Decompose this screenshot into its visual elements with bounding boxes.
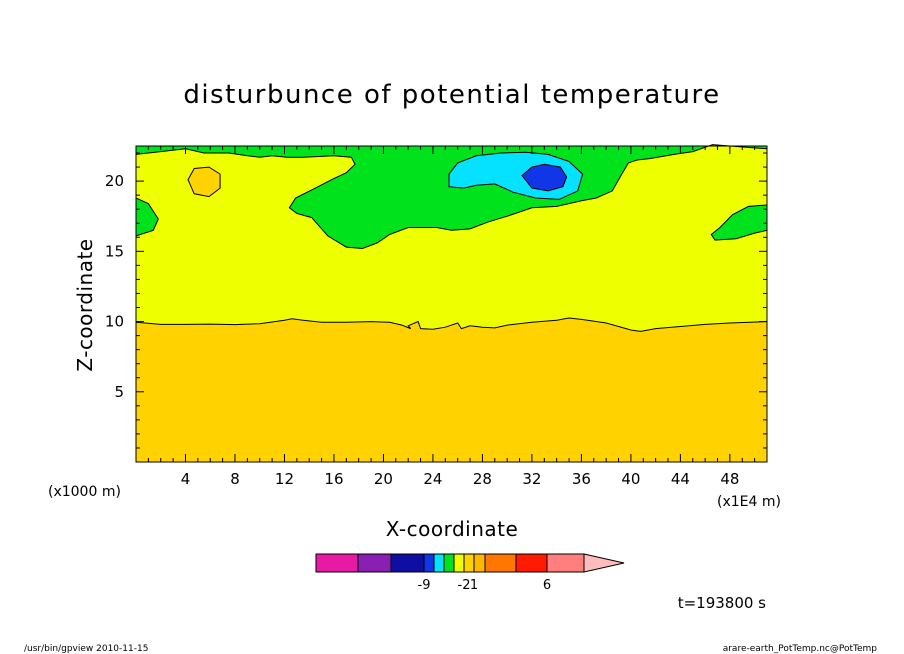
colorbar-extend-arrow — [583, 553, 625, 573]
y-tick-labels: 5 10 15 20 — [105, 172, 124, 401]
x-tick-label: 40 — [621, 470, 640, 488]
y-axis-title: Z-coordinate — [73, 238, 97, 371]
colorbar-segment — [315, 553, 359, 573]
chart-title: disturbunce of potential temperature — [183, 80, 720, 110]
colorbar — [315, 553, 625, 573]
colorbar-labels: -9 -2 1 6 — [418, 578, 552, 593]
colorbar-segment — [433, 553, 445, 573]
colorbar-segment — [423, 553, 435, 573]
footer-left: /usr/bin/gpview 2010-11-15 — [24, 644, 148, 654]
axis-ticks — [136, 146, 767, 462]
colorbar-segment — [515, 553, 548, 573]
x-tick-label: 48 — [720, 470, 739, 488]
green-left-lobe — [136, 198, 159, 236]
y-tick-label: 15 — [105, 242, 124, 260]
x-tick-labels: 4 8 12 16 20 24 28 32 36 40 44 48 — [181, 470, 740, 488]
colorbar-segment — [546, 553, 585, 573]
colorbar-label: 6 — [543, 578, 551, 593]
x-tick-label: 12 — [275, 470, 294, 488]
x-tick-label: 32 — [522, 470, 541, 488]
x-tick-label: 20 — [374, 470, 393, 488]
x-tick-label: 16 — [324, 470, 343, 488]
colorbar-segment — [453, 553, 465, 573]
x-tick-label: 24 — [423, 470, 442, 488]
footer-right: arare-earth_PotTemp.nc@PotTemp — [723, 644, 878, 654]
colorbar-segment — [390, 553, 425, 573]
colorbar-segment — [473, 553, 486, 573]
contour-lines — [135, 144, 768, 332]
x-unit-label: (x1E4 m) — [717, 494, 781, 510]
orange-lower-region — [136, 318, 767, 462]
y-tick-label: 20 — [105, 172, 124, 190]
orange-contour-region — [188, 167, 221, 197]
y-tick-label: 10 — [105, 313, 124, 331]
x-tick-label: 28 — [473, 470, 492, 488]
yellow-upper-region — [136, 144, 767, 332]
plot-frame — [135, 145, 768, 463]
colorbar-label: 1 — [470, 578, 478, 593]
x-tick-label: 4 — [181, 470, 191, 488]
x-tick-label: 36 — [572, 470, 591, 488]
green-right-lobe — [711, 205, 767, 241]
colorbar-label: -2 — [458, 578, 471, 593]
colorbar-segment — [443, 553, 455, 573]
time-label: t=193800 s — [678, 594, 766, 612]
blue-contour-region — [522, 164, 567, 191]
colorbar-segment — [484, 553, 517, 573]
colorbar-segment — [357, 553, 392, 573]
colorbar-label: -9 — [418, 578, 431, 593]
y-tick-label: 5 — [114, 383, 124, 401]
x-tick-label: 8 — [230, 470, 240, 488]
y-unit-label: (x1000 m) — [48, 484, 121, 500]
colorbar-segment — [463, 553, 475, 573]
x-axis-title: X-coordinate — [386, 517, 519, 541]
x-tick-label: 44 — [671, 470, 690, 488]
